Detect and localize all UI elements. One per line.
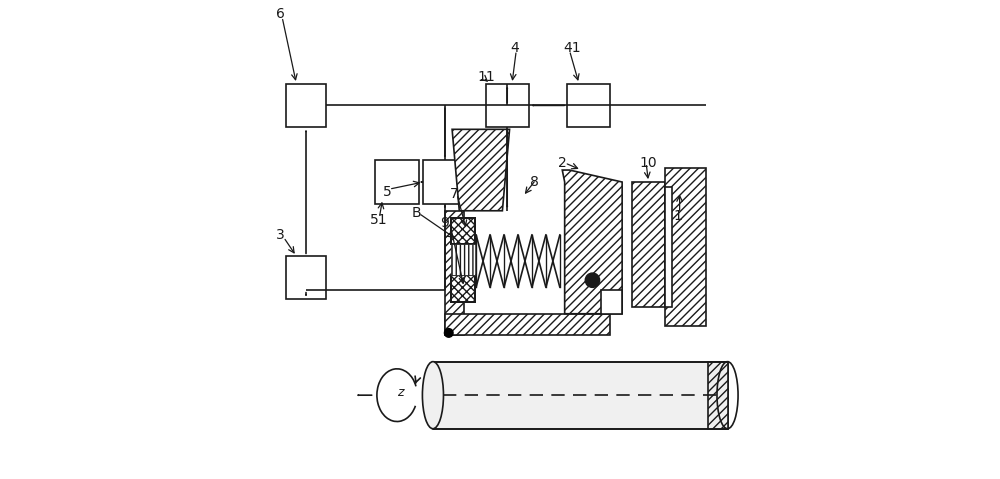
Bar — [665, 168, 706, 326]
Text: 6: 6 — [276, 7, 285, 22]
Bar — [567, 84, 610, 127]
Bar — [632, 182, 665, 307]
Bar — [445, 211, 464, 335]
Bar — [445, 314, 610, 335]
Polygon shape — [562, 170, 622, 314]
Circle shape — [585, 273, 600, 287]
Text: 2: 2 — [558, 156, 567, 170]
Bar — [665, 187, 672, 307]
Text: 9: 9 — [440, 216, 449, 230]
Bar — [375, 160, 419, 204]
Bar — [451, 244, 475, 275]
Bar — [423, 160, 466, 204]
Bar — [451, 275, 475, 302]
Text: 5: 5 — [383, 184, 391, 199]
Bar — [433, 362, 728, 429]
Text: B: B — [411, 206, 421, 220]
Bar — [708, 362, 728, 429]
Text: 51: 51 — [370, 213, 387, 228]
Circle shape — [444, 329, 453, 337]
Bar — [451, 275, 475, 302]
Bar — [451, 218, 475, 244]
Bar — [451, 218, 475, 244]
Text: 3: 3 — [276, 228, 285, 242]
Text: 4: 4 — [511, 41, 519, 55]
Bar — [286, 84, 326, 127]
Text: 11: 11 — [477, 69, 495, 84]
Text: 41: 41 — [563, 41, 581, 55]
Text: z: z — [397, 386, 403, 399]
Text: 8: 8 — [530, 175, 539, 189]
Text: 10: 10 — [640, 156, 657, 170]
Text: 1: 1 — [673, 208, 682, 223]
Ellipse shape — [422, 362, 443, 429]
Bar — [486, 84, 529, 127]
Bar — [286, 256, 326, 299]
Text: 7: 7 — [450, 187, 458, 201]
Bar — [601, 290, 622, 314]
Polygon shape — [452, 129, 510, 211]
